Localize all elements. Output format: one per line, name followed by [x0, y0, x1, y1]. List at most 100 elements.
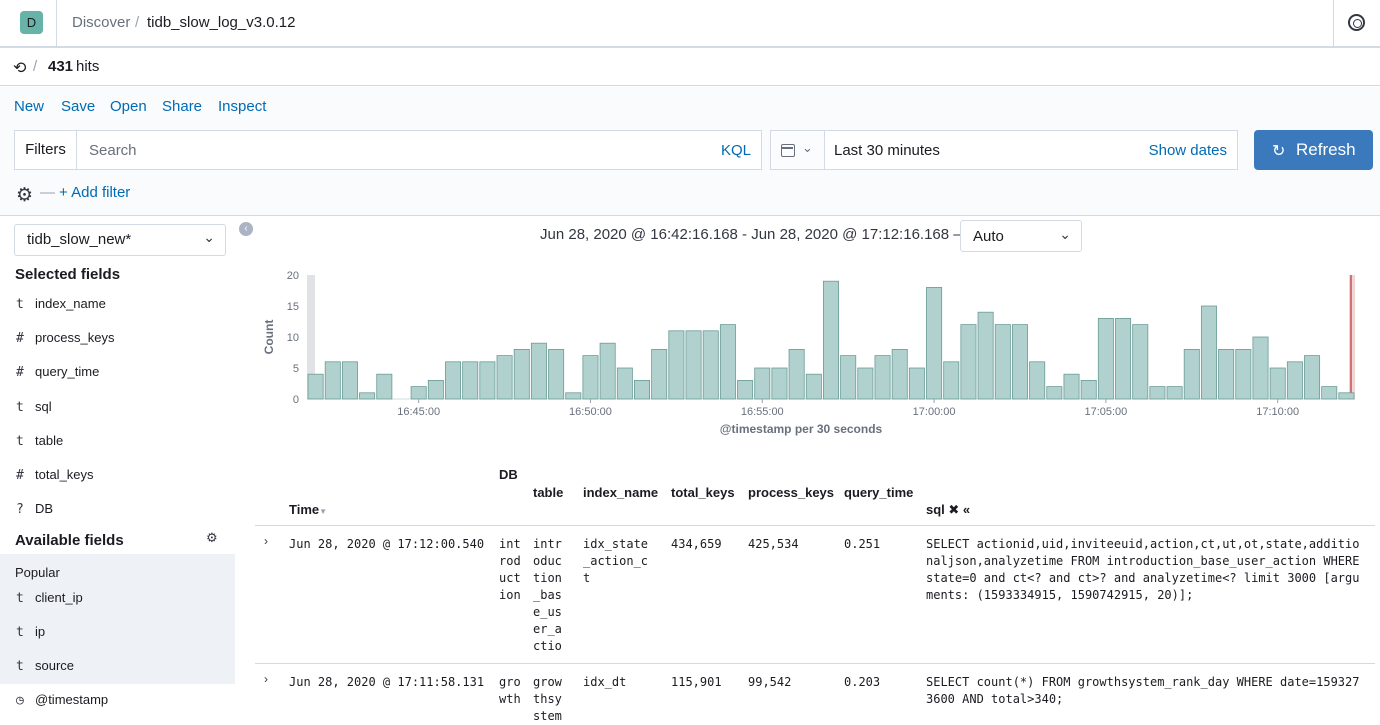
- field-name: total_keys: [35, 467, 94, 482]
- popular-label: Popular: [15, 565, 60, 580]
- field-item[interactable]: # query_time: [0, 358, 235, 388]
- help-icon[interactable]: [1348, 14, 1365, 31]
- histogram-bar: [874, 355, 891, 400]
- y-tick-label: 10: [287, 332, 299, 344]
- histogram-bar: [1235, 349, 1252, 400]
- refresh-button[interactable]: ↻ Refresh: [1254, 130, 1373, 170]
- space-avatar[interactable]: D: [20, 11, 43, 34]
- menu-new-link[interactable]: New: [14, 98, 45, 115]
- histogram-bar: [599, 342, 616, 400]
- field-item[interactable]: ◷ @timestamp: [0, 686, 235, 716]
- histogram-bar: [651, 349, 668, 400]
- menu-open-link[interactable]: Open: [110, 98, 147, 115]
- interval-select[interactable]: Auto ⌄: [960, 220, 1082, 252]
- expand-row-icon[interactable]: ›: [264, 534, 268, 548]
- hits-bar: ⟲ / 431 hits: [0, 48, 1380, 86]
- histogram-bar: [685, 330, 702, 400]
- breadcrumb-discover[interactable]: Discover: [72, 14, 131, 31]
- gear-icon[interactable]: ⚙: [16, 185, 34, 206]
- popular-fields-section: Popular t client_ip t ip t source: [0, 554, 235, 684]
- index-pattern-select[interactable]: tidb_slow_new* ⌄: [14, 224, 226, 256]
- histogram-bar: [513, 349, 530, 400]
- column-header-sql[interactable]: sql ✖ «: [926, 502, 971, 517]
- column-header-db[interactable]: DB: [499, 467, 518, 482]
- show-dates-link[interactable]: Show dates: [1148, 142, 1227, 159]
- cell-query-time: 0.251: [844, 537, 881, 551]
- histogram-bar: [1166, 386, 1183, 400]
- field-type-icon: ?: [16, 502, 24, 517]
- histogram-bar: [1046, 386, 1063, 400]
- column-header-query-time[interactable]: query_time: [844, 485, 914, 500]
- menu-save-link[interactable]: Save: [61, 98, 96, 115]
- filter-dash: —: [40, 184, 55, 201]
- column-header-process-keys[interactable]: process_keys: [748, 485, 835, 500]
- menu-inspect-link[interactable]: Inspect: [218, 98, 267, 115]
- menu-share-link[interactable]: Share: [162, 98, 203, 115]
- field-item[interactable]: t source: [0, 652, 235, 682]
- interval-value: Auto: [973, 228, 1004, 245]
- field-item[interactable]: ? DB: [0, 495, 235, 525]
- current-time-shade: [1349, 275, 1355, 399]
- filters-button[interactable]: Filters: [15, 131, 77, 169]
- field-type-icon: #: [16, 331, 24, 346]
- divider: [1333, 0, 1334, 48]
- histogram-bar: [977, 311, 994, 400]
- time-range-label[interactable]: Last 30 minutes: [834, 142, 940, 159]
- field-settings-gear-icon[interactable]: ⚙: [206, 530, 218, 545]
- sort-arrow-icon[interactable]: ▼: [319, 507, 328, 516]
- chevron-down-icon: ⌄: [1059, 226, 1071, 242]
- field-type-icon: #: [16, 365, 24, 380]
- x-tick-label: 17:05:00: [1084, 406, 1127, 418]
- x-tick-label: 17:00:00: [913, 406, 956, 418]
- field-type-icon: t: [16, 591, 24, 606]
- collapse-sidebar-icon[interactable]: ‹: [239, 222, 253, 236]
- histogram-bar: [1132, 324, 1149, 400]
- histogram-bar: [376, 373, 393, 400]
- cell-process-keys: 99,542: [748, 675, 792, 689]
- search-input[interactable]: [77, 131, 697, 169]
- selected-fields-heading: Selected fields: [15, 266, 121, 283]
- field-item[interactable]: # total_keys: [0, 461, 235, 491]
- field-type-icon: #: [16, 468, 24, 483]
- kql-toggle[interactable]: KQL: [720, 142, 751, 159]
- histogram-bar: [1269, 367, 1286, 400]
- field-item[interactable]: t table: [0, 427, 235, 457]
- histogram-bar: [1200, 305, 1217, 400]
- cell-sql: SELECT count(*) FROM growthsystem_rank_d…: [926, 675, 1360, 706]
- search-bar: Filters KQL: [14, 130, 762, 170]
- breadcrumb-current: tidb_slow_log_v3.0.12: [147, 14, 296, 31]
- x-tick-label: 16:45:00: [397, 406, 440, 418]
- histogram-bar: [823, 280, 839, 400]
- histogram-bar: [445, 361, 462, 400]
- column-header-index-name[interactable]: index_name: [583, 485, 659, 500]
- field-item[interactable]: # process_keys: [0, 324, 235, 354]
- expand-row-icon[interactable]: ›: [264, 672, 268, 686]
- column-header-time[interactable]: Time▼: [289, 502, 328, 517]
- reset-search-icon[interactable]: ⟲: [13, 60, 27, 77]
- histogram-bar: [1097, 318, 1114, 400]
- histogram-chart: 0 5 10 15 20 16:45:00 16:50:00 16:55:00 17:00:00…: [262, 270, 1355, 436]
- histogram-bar: [1218, 349, 1235, 400]
- quick-menu-button[interactable]: ⌄: [771, 131, 825, 169]
- column-header-table[interactable]: table: [533, 485, 564, 500]
- out-of-range-shade: [307, 275, 315, 399]
- field-item[interactable]: t index_name: [0, 290, 235, 320]
- chevron-down-icon: ⌄: [802, 140, 813, 155]
- field-item[interactable]: t ip: [0, 618, 235, 648]
- field-item[interactable]: t sql: [0, 393, 235, 423]
- histogram-bar: [1338, 392, 1355, 400]
- top-nav-bar: D Discover / tidb_slow_log_v3.0.12: [0, 0, 1380, 48]
- add-filter-link[interactable]: + Add filter: [59, 184, 131, 201]
- divider: [255, 525, 1375, 526]
- breadcrumb-separator: /: [135, 14, 140, 31]
- field-type-icon: t: [16, 297, 24, 312]
- hits-separator: /: [33, 58, 38, 75]
- field-type-icon: t: [16, 400, 24, 415]
- time-picker: ⌄ Last 30 minutes Show dates: [770, 130, 1238, 170]
- histogram-bar: [840, 355, 857, 400]
- field-item[interactable]: t client_ip: [0, 584, 235, 614]
- field-name: index_name: [35, 296, 106, 311]
- column-header-total-keys[interactable]: total_keys: [671, 485, 735, 500]
- field-name: ip: [35, 624, 46, 639]
- histogram-bar: [341, 361, 358, 400]
